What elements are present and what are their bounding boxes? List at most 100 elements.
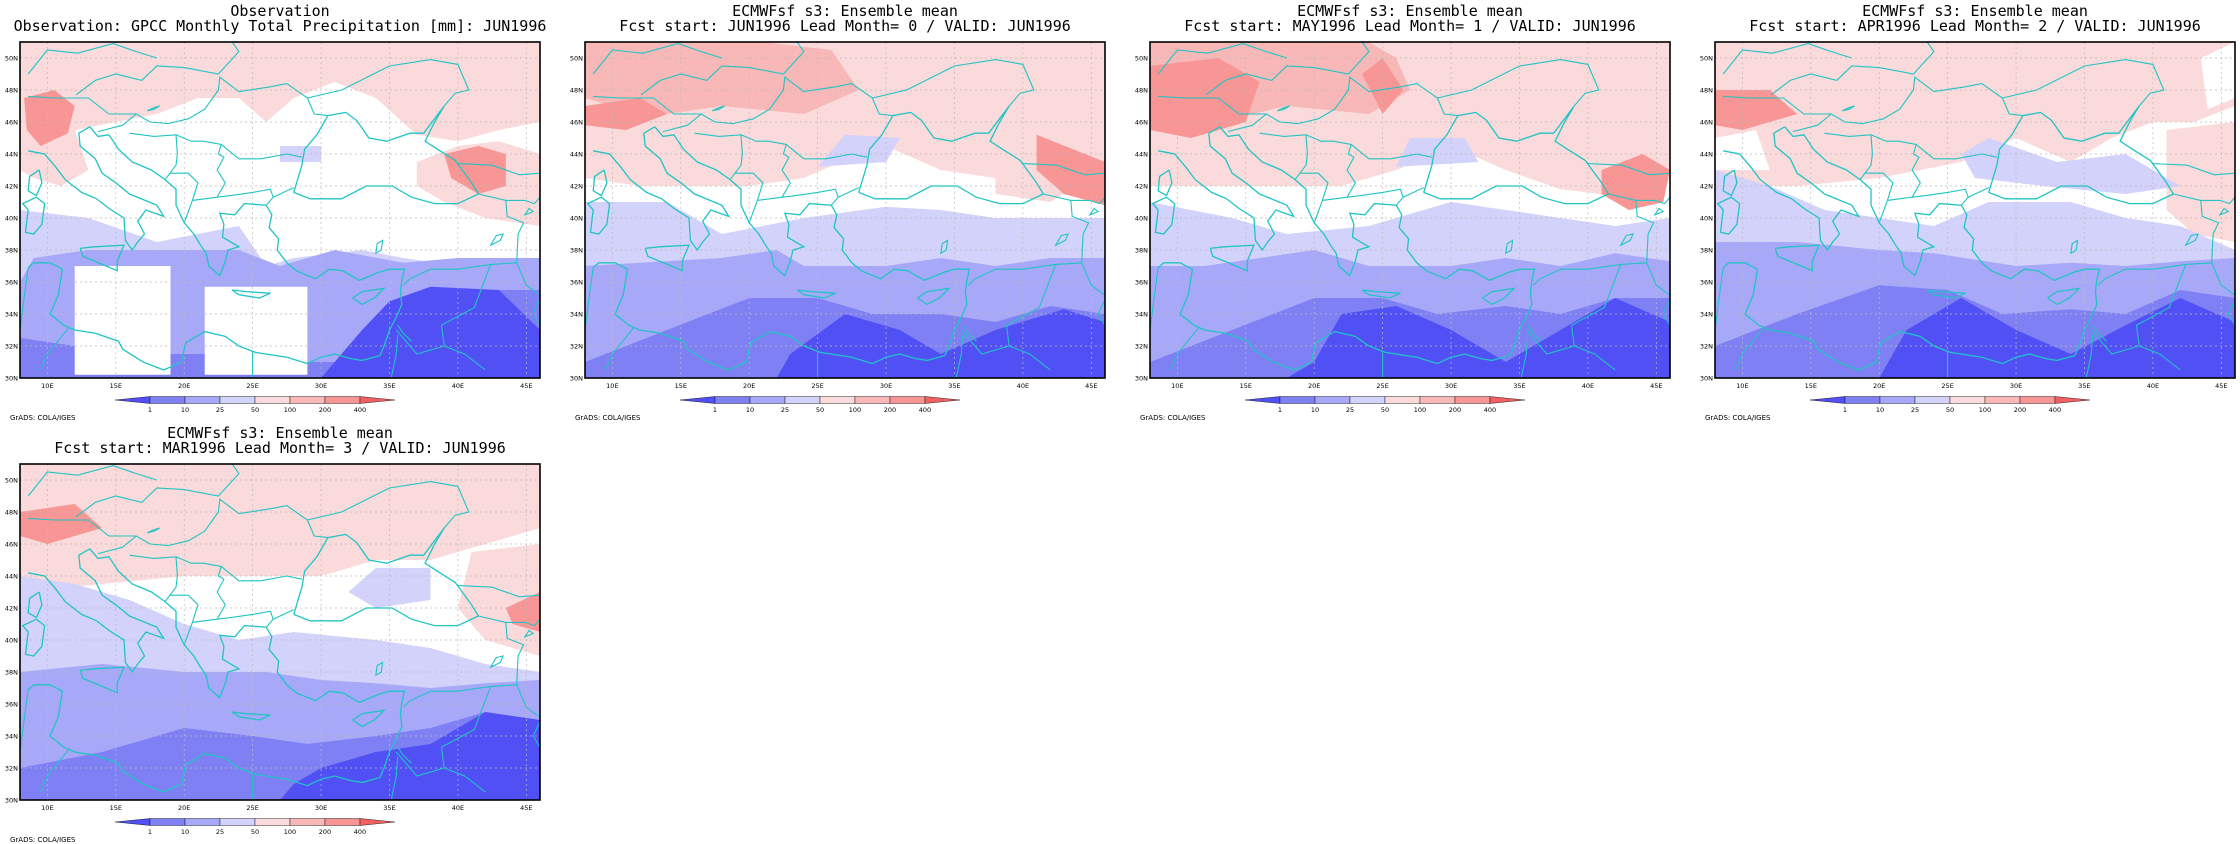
lat-tick-label: 48N [5, 509, 18, 517]
grads-credit: GrADS: COLA/IGES [1140, 414, 1206, 422]
country-border [1169, 326, 1200, 371]
country-border [967, 200, 1090, 286]
coastline [28, 548, 166, 674]
country-border [1350, 143, 1433, 160]
lat-tick-label: 36N [1135, 279, 1148, 287]
country-border [175, 134, 226, 223]
map-panel-lead-0: ECMWFsf s3: Ensemble mean Fcst start: JU… [570, 0, 1115, 422]
panel-subtitle: Fcst start: MAY1996 Lead Month= 1 / VALI… [1184, 17, 1636, 35]
lat-tick-label: 40N [1135, 215, 1148, 223]
lon-tick-label: 45E [2215, 382, 2227, 390]
coastline [1482, 287, 1516, 306]
panel-title: ECMWFsf s3: Ensemble mean [1297, 2, 1523, 20]
colorbar-swatch [1879, 396, 1916, 404]
grid-lines [585, 42, 1105, 378]
precip-contour-region [20, 464, 540, 592]
coastline [1723, 126, 1861, 252]
lon-tick-label: 30E [880, 382, 892, 390]
colorbar-label: 400 [354, 828, 366, 836]
precip-contour-region [204, 286, 308, 375]
colorbar: 1 10 25 50 100 200 400 [679, 396, 961, 414]
country-border [97, 535, 137, 555]
country-border [20, 689, 29, 753]
panel-title: Observation [230, 2, 330, 20]
country-border [516, 262, 540, 327]
precip-contour-region [457, 544, 540, 656]
lat-tick-label: 32N [570, 343, 583, 351]
lat-tick-label: 44N [5, 573, 18, 581]
lake-outline [489, 655, 505, 669]
lon-tick-label: 40E [452, 382, 464, 390]
precip-contour-region [74, 266, 171, 375]
country-border [170, 172, 199, 201]
lake-outline [1054, 233, 1070, 247]
country-border [1081, 262, 1105, 327]
country-border [1402, 187, 1424, 198]
coastline [293, 105, 480, 205]
country-border [1305, 134, 1356, 223]
lake-outline [523, 629, 535, 638]
lat-tick-label: 32N [5, 765, 18, 773]
lon-tick-label: 35E [383, 804, 395, 812]
lon-tick-label: 25E [246, 382, 258, 390]
lat-tick-label: 50N [5, 55, 18, 63]
country-border [397, 746, 412, 764]
country-border [694, 132, 743, 180]
lat-tick-label: 34N [5, 733, 18, 741]
lon-tick-label: 10E [1736, 382, 1748, 390]
colorbar-swatch [184, 396, 221, 404]
lon-tick-label: 45E [1650, 382, 1662, 390]
lat-tick-label: 30N [570, 375, 583, 383]
lake-outline [1088, 207, 1100, 216]
country-border [402, 200, 525, 286]
panel-subtitle: Fcst start: JUN1996 Lead Month= 0 / VALI… [619, 17, 1071, 35]
colorbar-label: 10 [181, 406, 189, 414]
precip-contour-region [1715, 90, 1798, 130]
colorbar-arrow-low [114, 396, 151, 404]
lat-tick-label: 32N [1135, 343, 1148, 351]
panel-subtitle: Fcst start: MAR1996 Lead Month= 3 / VALI… [54, 439, 506, 457]
precipitation-shading [20, 42, 540, 378]
precip-contour-region [1396, 138, 1479, 167]
colorbar-label: 100 [284, 828, 296, 836]
country-border [457, 163, 540, 205]
colorbar-swatch [289, 396, 326, 404]
map-frame [1149, 41, 1671, 379]
coastline [27, 591, 43, 619]
lon-tick-label: 20E [178, 804, 190, 812]
lake-outline [1277, 105, 1290, 112]
colorbar-swatch [2019, 396, 2056, 404]
precip-contour-region [1879, 298, 2235, 378]
lat-tick-label: 44N [570, 151, 583, 159]
lon-tick-label: 10E [606, 382, 618, 390]
map-panel-observation: Observation Observation: GPCC Monthly To… [5, 0, 550, 422]
country-border [585, 267, 594, 331]
colorbar-swatch [254, 818, 291, 826]
colorbar: 1 10 25 50 100 200 400 [1809, 396, 2091, 414]
country-border [735, 172, 764, 201]
coastline [27, 169, 43, 197]
colorbar-swatch [324, 818, 361, 826]
coastline [858, 105, 1045, 205]
precip-contour-region [1362, 58, 1404, 114]
lon-tick-label: 40E [1017, 382, 1029, 390]
colorbar-label: 25 [1911, 406, 1919, 414]
colorbar-label: 50 [1946, 406, 1954, 414]
colorbar-swatch [1314, 396, 1351, 404]
lon-tick-label: 20E [1308, 382, 1320, 390]
country-border [457, 585, 540, 627]
lat-tick-label: 36N [570, 279, 583, 287]
precipitation-shading [1150, 42, 1670, 378]
lon-tick-label: 25E [246, 804, 258, 812]
country-border [217, 188, 274, 206]
lat-tick-label: 34N [5, 311, 18, 319]
lat-tick-label: 50N [1700, 55, 1713, 63]
country-border [960, 264, 1057, 355]
precipitation-map: 30N 32N 34N 36N 38N 40N 42N 44N 46N 48N 50N 10E 15E 2… [5, 41, 541, 414]
precipitation-map: 30N 32N 34N 36N 38N 40N 42N 44N 46N 48N 50N 10E 15E 2… [570, 41, 1106, 414]
country-border [1300, 172, 1329, 201]
lat-tick-label: 46N [570, 119, 583, 127]
colorbar-label: 200 [319, 406, 331, 414]
country-border [593, 76, 893, 125]
colorbar-swatch [1844, 396, 1881, 404]
